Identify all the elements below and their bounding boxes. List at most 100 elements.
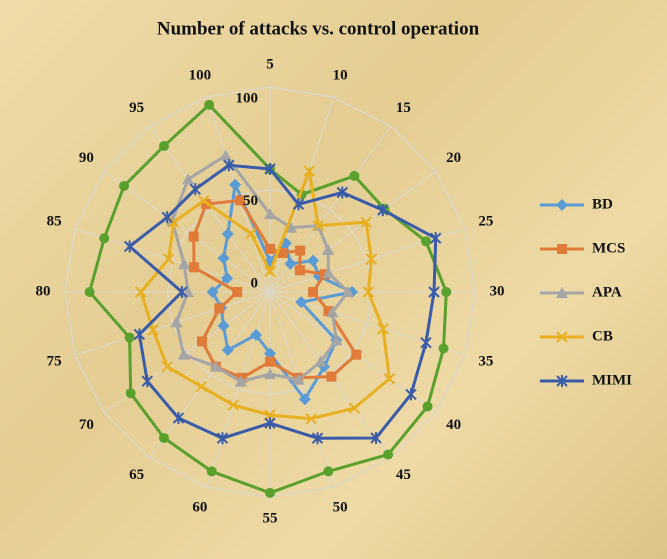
category-label: 85 [47,213,62,229]
point [204,99,215,110]
point [295,296,308,309]
point [188,262,199,273]
point [341,286,354,297]
category-label: 70 [79,417,94,433]
point [214,303,225,314]
point [223,159,235,172]
point [311,432,324,445]
legend-marker [556,331,568,343]
point [147,324,159,336]
category-label: 100 [189,68,212,84]
point [277,248,288,259]
point [349,170,360,181]
point [195,380,208,393]
point [264,208,276,220]
point [198,195,210,207]
point [209,360,222,372]
category-label: 90 [79,150,94,166]
point [221,227,234,240]
point [119,180,130,191]
point [188,231,199,242]
point [229,178,242,191]
point [420,336,432,349]
category-label: 30 [490,283,505,299]
r-tick-label: 0 [251,275,259,291]
point [405,388,417,401]
point [264,368,276,379]
category-label: 95 [129,100,144,116]
point [303,165,315,177]
point [292,373,305,385]
point [170,316,183,328]
point [322,266,335,278]
category-label: 45 [396,467,411,483]
point [161,211,173,224]
point [216,432,229,445]
point [264,163,276,175]
point [430,232,442,245]
point [377,323,389,335]
category-label: 50 [333,499,348,515]
category-label: 40 [446,417,461,433]
point [124,332,135,343]
point [99,233,110,244]
legend-label: BD [592,196,613,212]
spoke [269,228,466,293]
point [265,356,275,367]
point [362,286,375,298]
point [141,375,153,388]
category-label: 20 [446,150,461,166]
point [172,412,185,425]
legend-label: APA [592,284,622,300]
point [182,173,195,185]
point [322,243,335,255]
point [158,141,169,152]
point [383,373,396,385]
point [227,399,239,411]
category-label: 15 [396,100,411,116]
point [237,372,248,383]
legend-label: MIMI [592,372,632,388]
point [307,254,320,267]
point [292,198,305,211]
point [133,328,146,341]
legend-marker [557,244,567,254]
point [250,328,263,341]
point [360,216,372,228]
point [284,257,297,270]
point [348,402,361,414]
legend-label: CB [592,328,613,344]
category-label: 75 [47,354,62,370]
category-label: 60 [192,499,207,515]
point [370,431,382,444]
point [284,221,297,233]
point [264,347,276,360]
point [264,417,276,430]
point [351,349,362,360]
legend-label: MCS [592,240,625,256]
point [206,286,219,298]
spoke [269,291,334,488]
point [312,219,324,232]
category-label: 10 [333,68,348,84]
point [162,253,175,265]
point [219,149,232,161]
category-label: 65 [129,467,144,483]
point [161,361,173,373]
point [428,286,440,298]
point [232,287,243,297]
point [295,245,306,256]
point [178,258,191,270]
point [206,466,217,477]
point [265,243,275,254]
point [176,286,188,298]
point [330,334,343,346]
point [221,344,234,357]
point [245,227,257,240]
category-label: 5 [266,56,274,72]
point [420,236,431,247]
point [441,287,452,297]
point [264,265,276,278]
point [125,388,136,399]
